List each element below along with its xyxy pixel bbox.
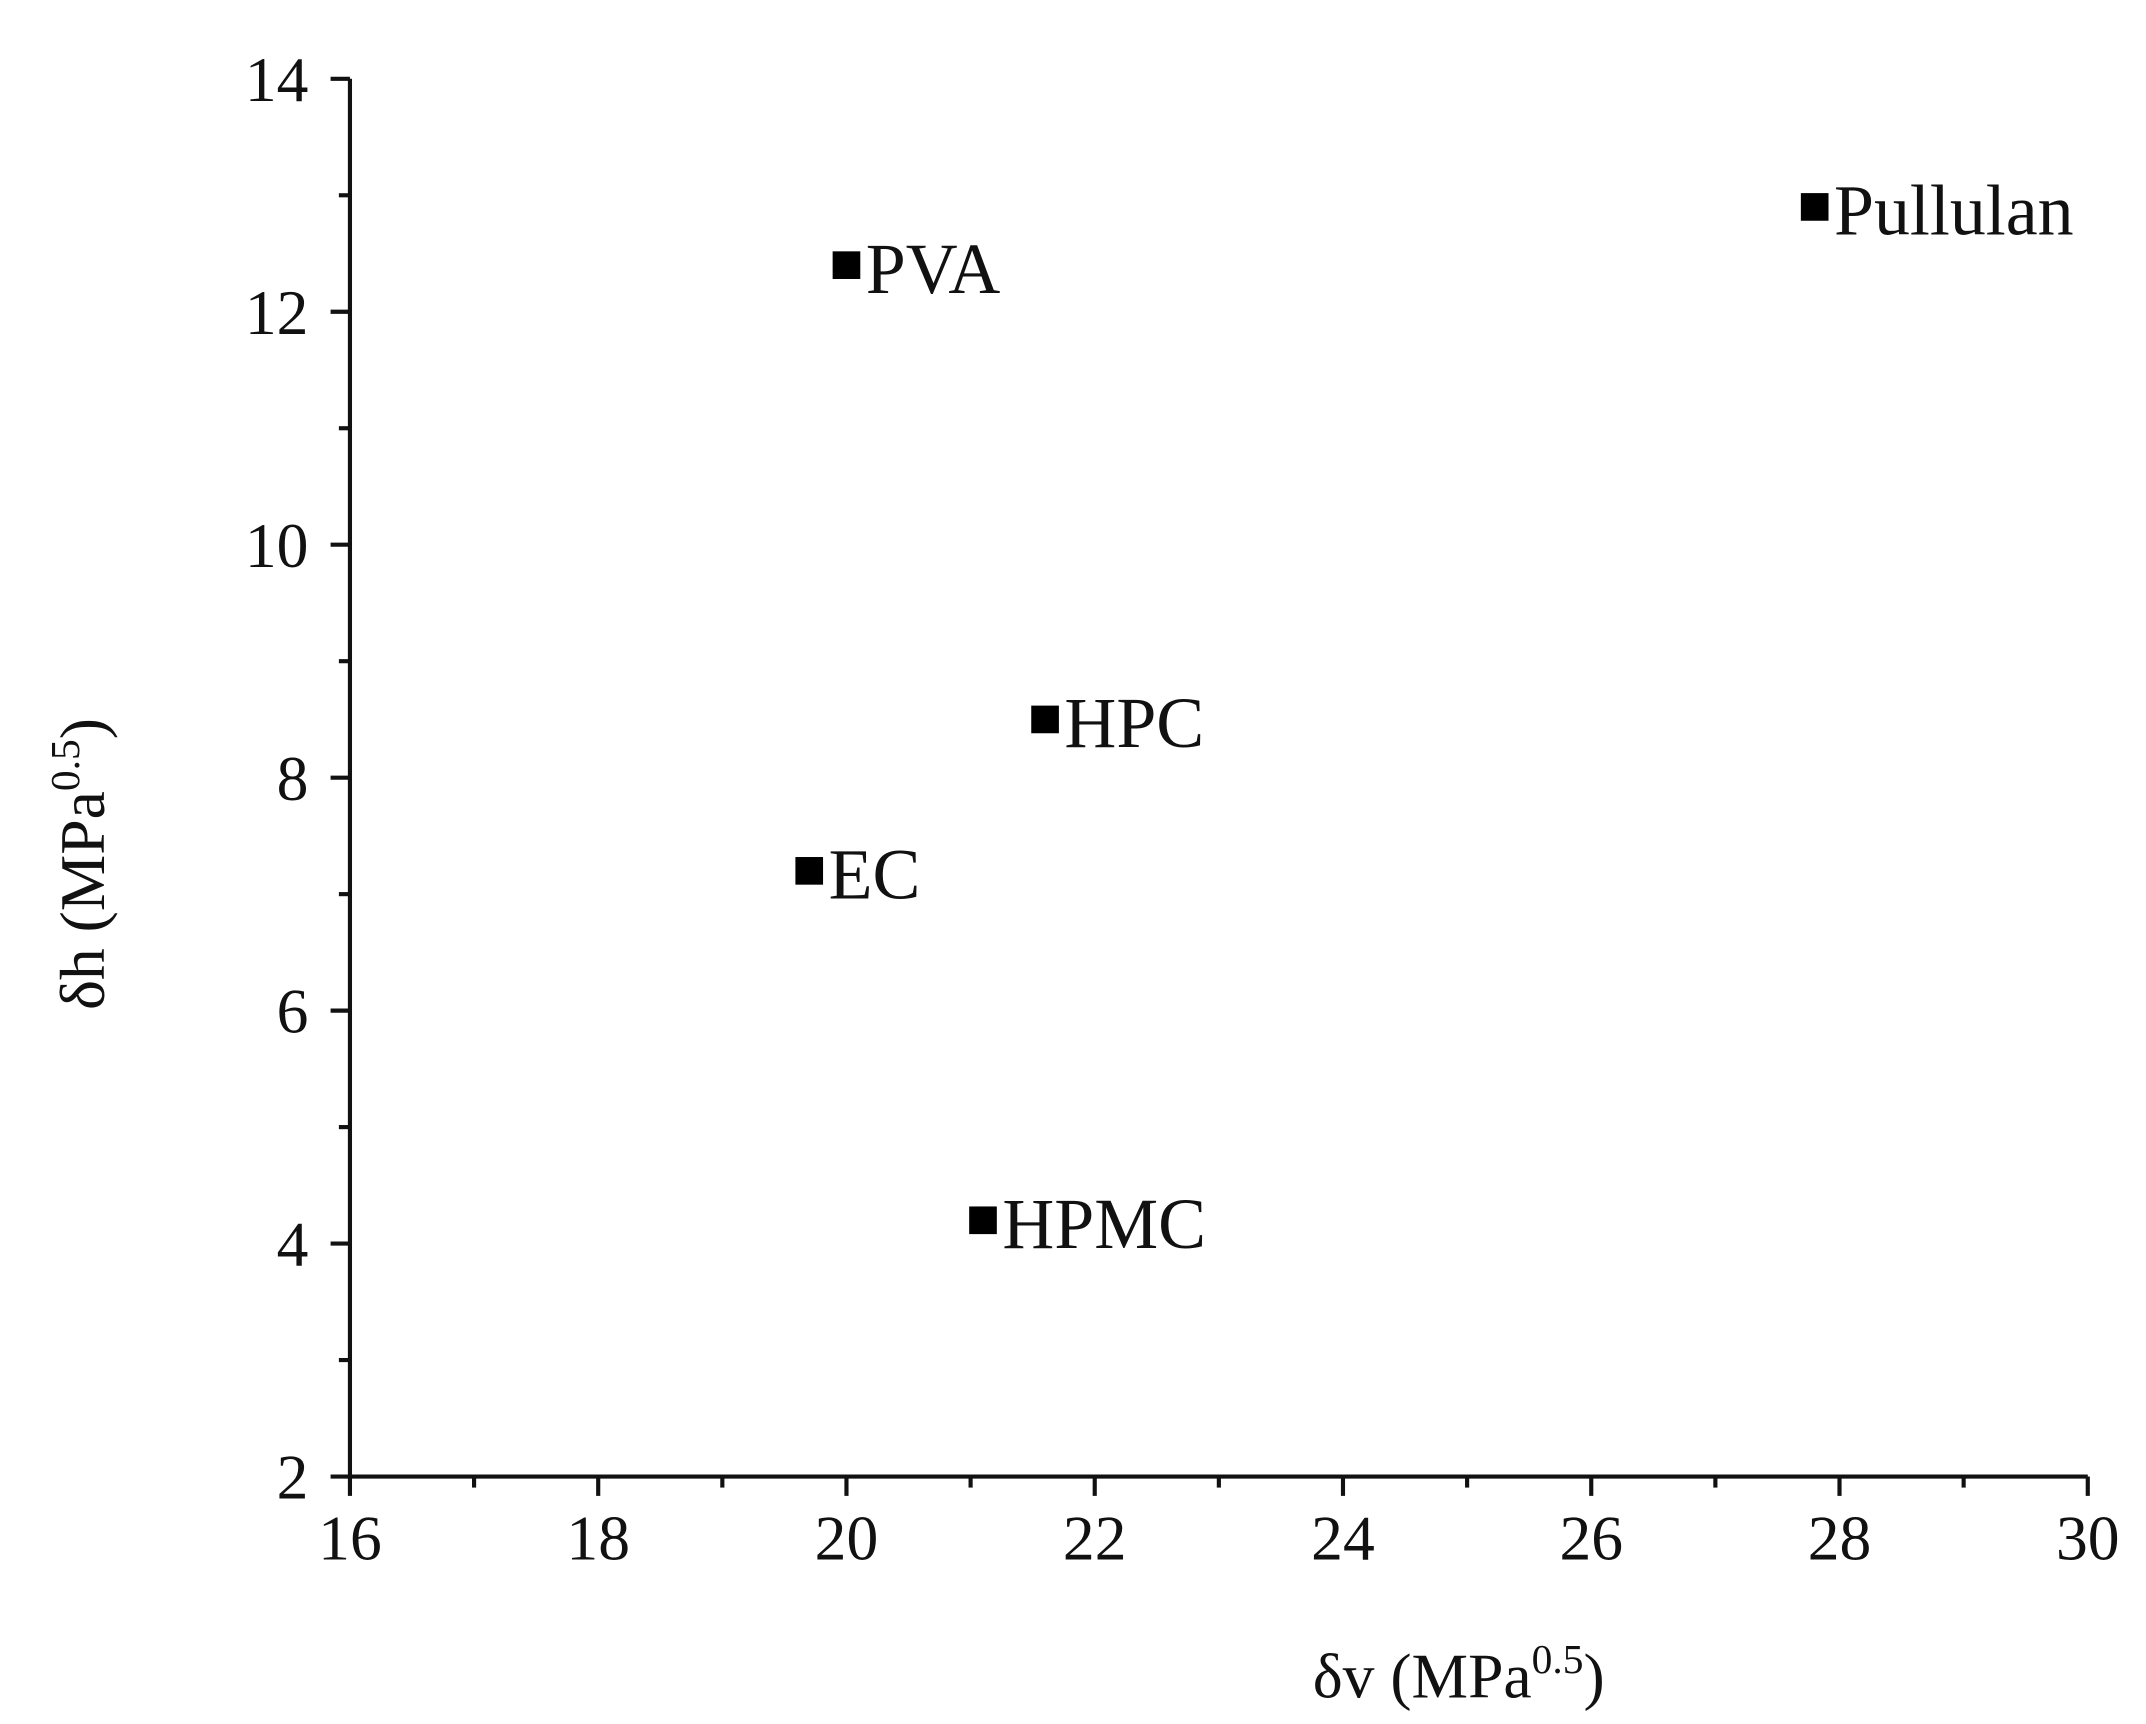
x-label-sup: 0.5 bbox=[1532, 1636, 1584, 1682]
x-tick-label: 18 bbox=[566, 1502, 630, 1573]
x-label-end: ) bbox=[1584, 1641, 1605, 1712]
y-tick-label: 8 bbox=[277, 743, 309, 814]
x-label-main: δv (MPa bbox=[1313, 1641, 1532, 1712]
x-tick-label: 16 bbox=[318, 1502, 382, 1573]
x-tick-label: 30 bbox=[2056, 1502, 2120, 1573]
point-label: HPC bbox=[1064, 683, 1204, 763]
x-tick-label: 22 bbox=[1063, 1502, 1127, 1573]
y-tick-label: 10 bbox=[245, 510, 309, 581]
y-tick-label: 6 bbox=[277, 976, 309, 1047]
x-tick-label: 24 bbox=[1311, 1502, 1375, 1573]
y-label-end: ) bbox=[47, 718, 118, 739]
x-tick-label: 26 bbox=[1559, 1502, 1623, 1573]
x-axis-label: δv (MPa0.5) bbox=[1313, 1636, 1605, 1712]
x-tick-label: 28 bbox=[1808, 1502, 1872, 1573]
point bbox=[1031, 705, 1059, 734]
y-tick-label: 2 bbox=[277, 1442, 309, 1513]
point-label: Pullulan bbox=[1834, 171, 2074, 251]
x-tick-label: 20 bbox=[815, 1502, 879, 1573]
y-tick-label: 4 bbox=[277, 1209, 309, 1280]
point bbox=[1800, 193, 1829, 221]
point-label: PVA bbox=[866, 229, 1001, 309]
point bbox=[969, 1206, 997, 1235]
y-axis-label: δh (MPa0.5) bbox=[42, 718, 118, 1010]
point bbox=[832, 251, 861, 279]
y-label-main: δh (MPa bbox=[47, 791, 118, 1010]
point-label: EC bbox=[829, 834, 921, 914]
point bbox=[795, 857, 824, 885]
y-tick-label: 14 bbox=[245, 44, 309, 115]
y-tick-label: 12 bbox=[245, 277, 309, 348]
point-label: HPMC bbox=[1002, 1184, 1206, 1264]
y-label-sup: 0.5 bbox=[42, 739, 88, 791]
